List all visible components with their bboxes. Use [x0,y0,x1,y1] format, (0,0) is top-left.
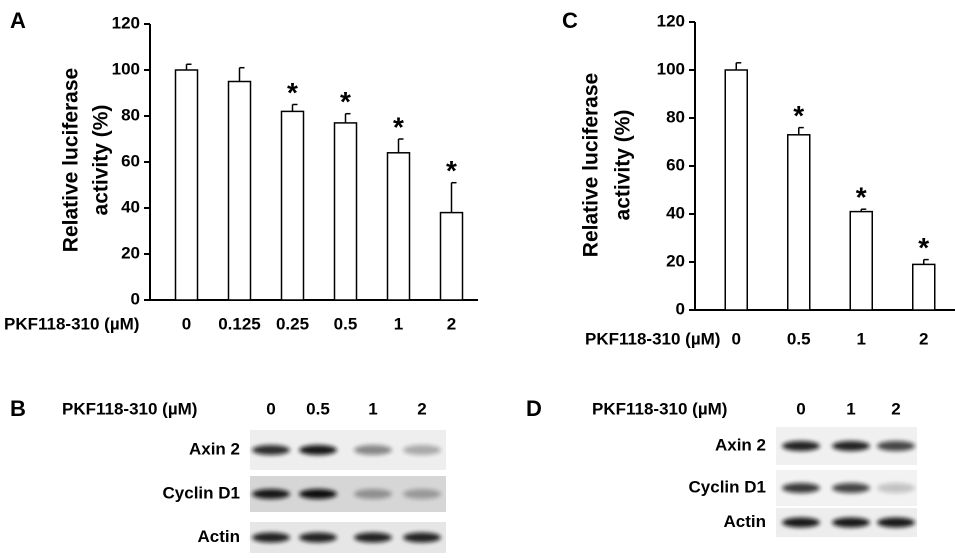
y-tick-label: 60 [121,151,140,170]
panel-letter: B [10,396,26,421]
y-tick-label: 40 [121,197,140,216]
blot-row-label: Actin [724,512,767,531]
x-tick-label: 0.5 [787,329,811,348]
blot-band [403,532,441,543]
significance-star: * [393,111,404,142]
blot-band [354,489,392,499]
x-tick-label: 0 [182,314,191,333]
bar [849,210,873,311]
x-tick-label: 1 [394,314,403,333]
blot-band [354,445,392,455]
y-tick-label: 100 [112,59,140,78]
lane-label: 1 [368,399,377,418]
lane-label: 0.5 [306,399,330,418]
y-tick-label: 20 [666,251,685,270]
y-tick-label: 100 [657,59,685,78]
x-tick-label: 0.5 [334,314,358,333]
panel-letter: A [10,8,26,33]
blot-band [877,441,915,451]
significance-star: * [287,77,298,108]
x-tick-label: 2 [447,314,456,333]
x-axis-label: PKF118-310 (µM) [585,329,720,348]
y-axis-label: Relative luciferase [60,68,83,252]
lane-label: 0 [796,399,805,418]
bar [280,110,305,301]
y-tick-label: 40 [666,203,685,222]
y-tick-label: 120 [657,11,685,30]
x-axis-label: PKF118-310 (µM) [4,314,139,333]
blot-row-label: Cyclin D1 [163,483,240,502]
blot-row-label: Axin 2 [189,439,240,458]
y-tick-label: 0 [131,289,140,308]
blot-band [252,445,290,455]
blot-band [782,483,820,493]
significance-star: * [856,182,867,213]
y-tick-label: 80 [121,105,140,124]
bar [912,263,936,311]
blot-band [782,441,820,451]
blot-row-label: Actin [198,527,241,546]
significance-star: * [918,232,929,263]
significance-star: * [340,86,351,117]
lane-label: 1 [846,399,855,418]
lane-label: 2 [417,399,426,418]
blot-band [877,517,915,528]
blot-band [403,445,441,455]
blot-band [832,483,870,493]
bar [174,69,199,301]
blot-band [877,483,915,493]
blot-band [832,517,870,528]
y-tick-label: 20 [121,243,140,262]
blot-band [299,445,337,455]
blot-band [252,532,290,543]
blot-band [299,489,337,499]
bar [386,152,411,301]
blot-band [252,489,290,499]
blot-header: PKF118-310 (µM) [62,399,197,418]
bar [787,134,811,311]
significance-star: * [793,100,804,131]
bar [227,80,252,301]
y-axis-label: Relative luciferase [580,73,603,257]
blot-band [299,532,337,543]
blot-band [354,532,392,543]
lane-label: 0 [266,399,275,418]
panel-letter: C [562,8,578,33]
x-tick-label: 0.125 [218,314,261,333]
y-tick-label: 120 [112,13,140,32]
bar [333,122,358,301]
significance-star: * [446,155,457,186]
blot-band [782,517,820,528]
bar [439,211,464,301]
lane-label: 2 [891,399,900,418]
panel-letter: D [526,396,542,421]
blot-band [832,441,870,451]
y-tick-label: 80 [666,107,685,126]
blot-row-label: Axin 2 [715,435,766,454]
y-tick-label: 60 [666,155,685,174]
x-tick-label: 0 [732,329,741,348]
blot-row-label: Cyclin D1 [689,477,766,496]
y-tick-label: 0 [676,299,685,318]
bar [724,69,748,311]
x-tick-label: 2 [919,329,928,348]
y-axis-label: activity (%) [612,110,635,221]
blot-band [403,489,441,499]
x-tick-label: 1 [857,329,866,348]
y-axis-label: activity (%) [90,105,113,216]
x-tick-label: 0.25 [276,314,309,333]
blot-header: PKF118-310 (µM) [592,399,727,418]
